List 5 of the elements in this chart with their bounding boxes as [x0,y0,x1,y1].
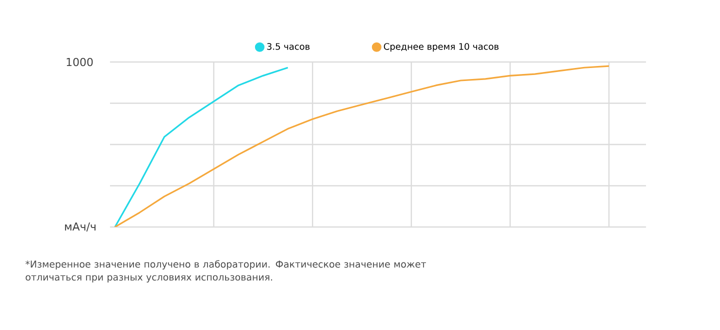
legend-label: 3.5 часов [267,43,310,50]
text: *Измеренное значение получено в лаборатории. Фактическое значение может отличаться при разных условиях использования. [25,260,426,282]
y-axis-title: мАч/ч [65,222,96,232]
legend-label: Среднее время 10 часов [384,43,499,52]
text: 1000 [66,58,93,66]
